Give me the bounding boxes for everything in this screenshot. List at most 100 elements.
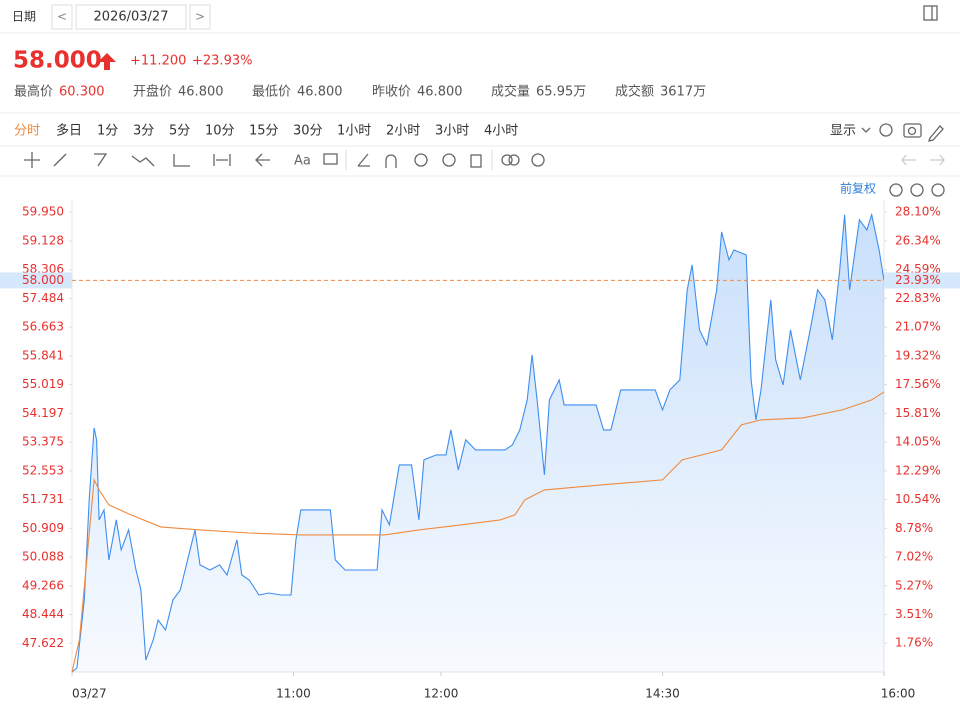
period-tab[interactable]: 30分 — [293, 124, 323, 139]
stat-value: 46.800 — [178, 85, 224, 100]
chevron — [861, 127, 871, 133]
y2-tick-label: 5.27% — [895, 578, 933, 592]
y-tick-label: 55.841 — [22, 348, 64, 362]
zoom-out-icon[interactable] — [910, 183, 924, 197]
period-tab[interactable]: 1小时 — [337, 124, 371, 139]
drawing-toolbar: Aa — [24, 150, 945, 170]
price-line — [71, 212, 885, 673]
move-tool[interactable] — [24, 152, 40, 168]
y2-tick-label: 1.76% — [895, 636, 933, 650]
y-tick-label: 52.553 — [22, 463, 64, 477]
y2-tick-label: 17.56% — [895, 377, 941, 391]
y2-tick-label: 28.10% — [895, 205, 941, 219]
prev-button[interactable] — [51, 4, 73, 30]
average-line — [71, 391, 885, 673]
tool-settings[interactable] — [531, 153, 545, 167]
stat-label: 成交量 — [491, 84, 530, 100]
last-price: 58.000 — [13, 48, 102, 74]
y-tick-label: 49.266 — [22, 578, 64, 592]
x-tick-label: 12:00 — [424, 687, 459, 701]
arrow-tool[interactable] — [255, 153, 270, 167]
y-tick-label: 55.019 — [22, 377, 64, 391]
y-tick-label: 50.088 — [22, 550, 64, 564]
y-tick-label: 54.197 — [22, 406, 64, 420]
period-tab[interactable]: 15分 — [249, 124, 279, 139]
adjust-mode[interactable]: 前复权 — [840, 181, 876, 196]
reset-icon[interactable] — [889, 183, 903, 197]
x-tick-label: 16:00 — [881, 687, 916, 701]
y2-tick-label: 14.05% — [895, 435, 941, 449]
next-button-text[interactable]: > — [195, 10, 205, 24]
redo[interactable] — [930, 154, 945, 166]
y2-tick-label: 8.78% — [895, 521, 933, 535]
date-input[interactable] — [75, 4, 187, 30]
date-value[interactable]: 2026/03/27 — [94, 10, 169, 25]
undo[interactable] — [901, 154, 916, 166]
channel-tool[interactable] — [94, 153, 108, 167]
camera-icon[interactable] — [903, 123, 922, 138]
stat-label: 最高价 — [14, 84, 53, 100]
period-tab[interactable]: 10分 — [205, 124, 235, 139]
period-tab[interactable]: 3小时 — [435, 124, 469, 139]
stat-label: 最低价 — [252, 85, 291, 100]
zoom-in-icon[interactable] — [931, 183, 945, 197]
next-button[interactable] — [189, 4, 211, 30]
delete-tool[interactable] — [470, 154, 482, 168]
stat-value: 46.800 — [297, 85, 343, 100]
change-pct: +23.93% — [192, 54, 252, 69]
hide-tool[interactable] — [442, 153, 456, 167]
y-tick-label: 48.444 — [22, 607, 64, 621]
period-tab[interactable]: 1分 — [97, 124, 118, 139]
current-price-box — [0, 272, 72, 289]
display-menu[interactable]: 显示 — [830, 124, 856, 139]
period-tab[interactable]: 分时 — [14, 124, 40, 139]
text-tool[interactable]: Aa — [294, 154, 311, 169]
y-tick-label: 57.484 — [22, 291, 64, 305]
current-price-label: 58.000 — [22, 273, 64, 287]
stat-value: 46.800 — [417, 85, 463, 100]
period-tab[interactable]: 5分 — [169, 124, 190, 139]
compare-tool — [508, 154, 520, 166]
fib-tool[interactable] — [173, 154, 190, 167]
angle-tool[interactable] — [357, 153, 370, 167]
note-tool[interactable] — [323, 153, 338, 165]
panel-icon[interactable] — [923, 5, 938, 21]
y2-tick-label: 19.32% — [895, 348, 941, 362]
period-tab[interactable]: 2小时 — [386, 124, 420, 139]
y2-tick-label: 7.02% — [895, 550, 933, 564]
y2-tick-label: 15.81% — [895, 406, 941, 420]
y2-tick-label: 22.83% — [895, 291, 941, 305]
x-tick-label: 11:00 — [276, 687, 311, 701]
stat-label: 开盘价 — [133, 84, 172, 100]
y2-tick-label: 3.51% — [895, 607, 933, 621]
period-tab[interactable]: 多日 — [56, 123, 82, 139]
measure-tool[interactable] — [213, 154, 231, 166]
settings-icon[interactable] — [879, 123, 893, 137]
date-label: 日期 — [12, 10, 36, 24]
magnet-tool[interactable] — [385, 154, 397, 168]
x-tick-label: 03/27 — [72, 687, 107, 701]
prev-button-text[interactable]: < — [57, 10, 67, 24]
y2-tick-label: 12.29% — [895, 463, 941, 477]
y-tick-label: 47.622 — [22, 636, 64, 650]
y2-tick-label: 10.54% — [895, 492, 941, 506]
current-pct-label: 23.93% — [895, 273, 941, 287]
compare-tool[interactable] — [501, 154, 513, 166]
sync-tool[interactable] — [414, 153, 428, 167]
up-arrow — [98, 53, 116, 70]
line-tool[interactable] — [53, 153, 67, 167]
y-tick-label: 53.375 — [22, 435, 64, 449]
change: +11.200 — [130, 54, 186, 69]
stat-label: 昨收价 — [372, 85, 411, 100]
camera-lens — [907, 126, 917, 136]
period-tab[interactable]: 4小时 — [484, 124, 518, 139]
current-pct-box — [884, 272, 960, 289]
y-tick-label: 56.663 — [22, 320, 64, 334]
y2-tick-label: 26.34% — [895, 234, 941, 248]
pen-icon[interactable] — [928, 125, 944, 142]
wave-tool[interactable] — [131, 155, 155, 167]
y-tick-label: 50.909 — [22, 521, 64, 535]
period-tab[interactable]: 3分 — [133, 124, 154, 139]
